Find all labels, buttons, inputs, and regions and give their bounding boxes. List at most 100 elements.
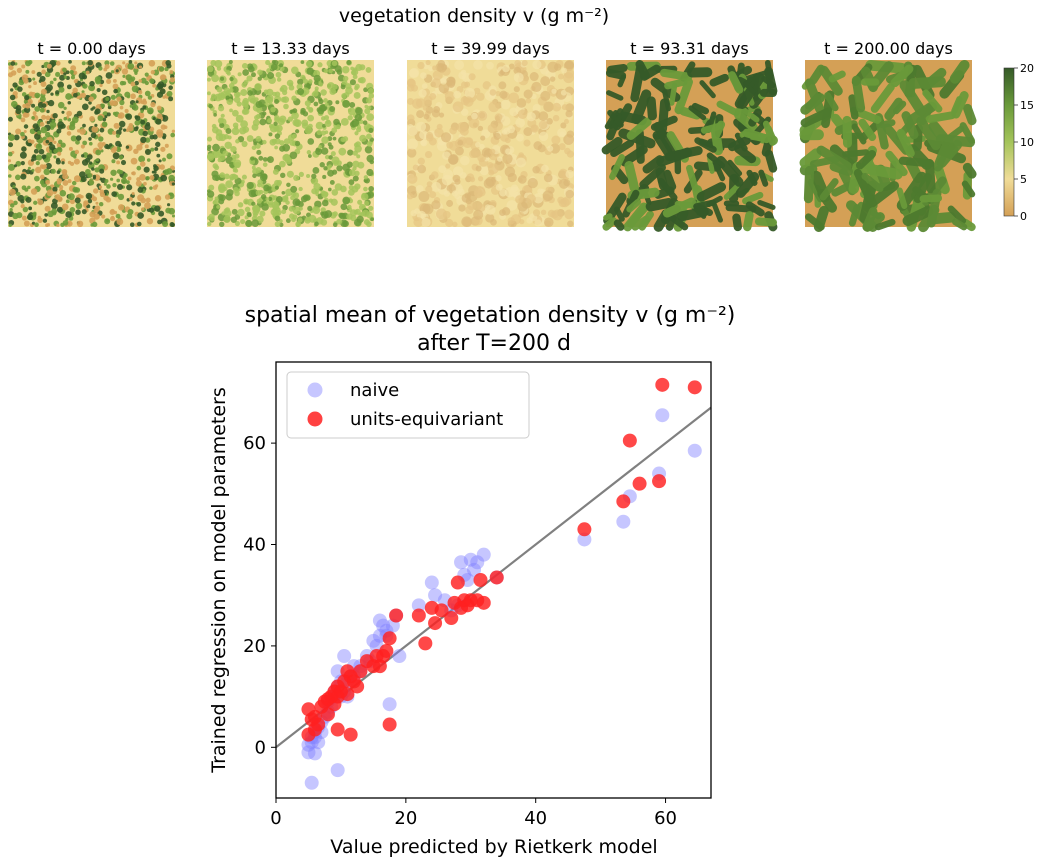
texture-dot <box>104 115 108 119</box>
texture-dot <box>47 99 55 107</box>
scatter-point <box>337 649 352 664</box>
texture-dot <box>525 98 532 104</box>
texture-dot <box>155 141 161 148</box>
texture-dot <box>342 196 351 205</box>
texture-dot <box>51 208 58 215</box>
texture-dot <box>117 193 125 201</box>
texture-dot <box>321 136 329 144</box>
texture-dot <box>154 184 159 188</box>
texture-dot <box>523 127 533 137</box>
scatter-point <box>622 433 637 448</box>
texture-dot <box>411 84 419 92</box>
texture-dot <box>40 81 47 87</box>
texture-dot <box>156 131 164 138</box>
texture-dot <box>82 123 86 128</box>
texture-dot <box>563 72 575 84</box>
texture-dot <box>138 155 146 163</box>
texture-dot <box>158 159 162 163</box>
texture-dot <box>112 111 117 116</box>
texture-dot <box>474 150 482 157</box>
texture-dot <box>320 147 329 155</box>
texture-dot <box>266 118 272 124</box>
texture-dot <box>72 87 78 94</box>
texture-dot <box>432 65 438 71</box>
texture-dot <box>162 95 166 99</box>
texture-dot <box>34 106 41 112</box>
texture-dot <box>59 189 67 197</box>
texture-dot <box>420 139 427 146</box>
texture-dot <box>45 179 51 185</box>
texture-dot <box>115 213 121 219</box>
texture-dot <box>56 128 62 134</box>
texture-dot <box>34 133 41 140</box>
texture-dot <box>318 144 322 149</box>
texture-dot <box>370 217 374 222</box>
texture-dot <box>291 111 299 120</box>
texture-dot <box>90 223 94 227</box>
texture-dot <box>305 195 311 201</box>
texture-dot <box>274 215 281 222</box>
texture-dot <box>247 94 256 103</box>
texture-dot <box>314 88 319 93</box>
texture-dot <box>146 158 151 162</box>
texture-dot <box>235 91 241 98</box>
texture-dot <box>304 100 311 107</box>
colorbar-tick-label: 10 <box>1020 136 1034 149</box>
texture-dot <box>168 96 174 102</box>
texture-stroke <box>716 155 744 187</box>
texture-dot <box>499 209 506 216</box>
texture-dot <box>407 192 414 200</box>
texture-stroke <box>762 120 776 146</box>
texture-dot <box>342 65 350 74</box>
texture-dot <box>27 60 33 65</box>
texture-dot <box>105 197 112 203</box>
texture-dot <box>240 218 246 225</box>
texture-dot <box>50 168 56 174</box>
texture-dot <box>149 186 153 190</box>
legend-marker-equivariant <box>307 411 323 427</box>
texture-dot <box>21 146 27 152</box>
texture-dot <box>149 175 155 181</box>
texture-dot <box>308 154 312 158</box>
texture-dot <box>136 165 142 171</box>
texture-dot <box>275 195 283 203</box>
texture-dot <box>279 145 286 152</box>
texture-stroke <box>861 172 884 192</box>
texture-dot <box>218 198 225 205</box>
texture-stroke <box>899 80 927 117</box>
texture-dot <box>286 170 294 178</box>
texture-dot <box>119 105 124 110</box>
texture-dot <box>312 206 321 215</box>
texture-dot <box>268 132 273 137</box>
texture-dot <box>289 151 298 160</box>
texture-dot <box>407 138 418 150</box>
texture-dot <box>170 222 175 227</box>
texture-dot <box>347 108 352 112</box>
texture-dot <box>407 114 415 122</box>
texture-dot <box>88 141 93 146</box>
texture-dot <box>354 131 359 136</box>
texture-dot <box>274 133 281 139</box>
texture-stroke <box>922 89 943 113</box>
texture-dot <box>109 177 114 181</box>
texture-stroke <box>890 64 914 88</box>
texture-stroke <box>631 215 650 231</box>
texture-dot <box>430 171 439 179</box>
texture-dot <box>324 130 329 135</box>
texture-stroke <box>951 218 968 231</box>
texture-stroke <box>816 145 852 171</box>
heatmap-panel-2 <box>407 60 575 228</box>
texture-dot <box>33 148 39 154</box>
texture-dot <box>23 130 27 134</box>
texture-dot <box>87 198 93 204</box>
texture-dot <box>28 84 32 89</box>
texture-stroke <box>723 182 742 200</box>
texture-stroke <box>602 217 618 231</box>
texture-dot <box>53 140 57 145</box>
texture-dot <box>15 128 22 135</box>
texture-dot <box>469 176 476 183</box>
texture-dot <box>147 95 153 100</box>
texture-dot <box>62 173 69 180</box>
texture-dot <box>256 149 262 155</box>
